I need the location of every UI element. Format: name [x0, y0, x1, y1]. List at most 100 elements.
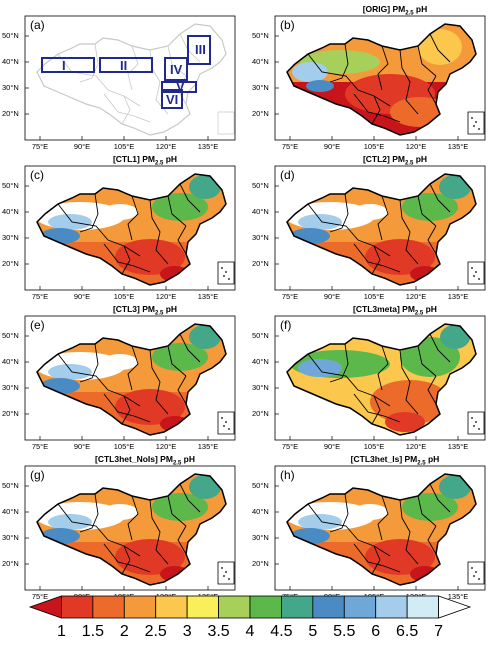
lat-tick-label: 40°N — [252, 57, 269, 66]
lon-tick-label: 120°E — [155, 442, 177, 451]
map-frame — [274, 465, 486, 591]
lat-tick-label: 20°N — [2, 259, 19, 268]
map-frame — [24, 165, 236, 291]
panel-title: [CTL3meta] PM2.5 pH — [353, 304, 437, 317]
colorbar-max-arrow — [438, 595, 472, 619]
lat-tick-label: 30°N — [2, 533, 19, 542]
lon-tick-label: 135°E — [197, 142, 219, 151]
panel-label: (b) — [280, 18, 295, 32]
lon-tick-label: 75°E — [281, 292, 299, 301]
lon-tick-label: 105°E — [363, 442, 385, 451]
colorbar — [28, 595, 472, 619]
lon-tick-label: 90°E — [73, 142, 91, 151]
lon-tick-label: 105°E — [113, 442, 135, 451]
lat-tick-label: 50°N — [252, 331, 269, 340]
panel-title: [CTL3het_NoIs] PM2.5 pH — [95, 454, 195, 467]
lat-tick-label: 40°N — [2, 207, 19, 216]
region-label: IV — [170, 62, 183, 77]
lat-tick-label: 30°N — [252, 233, 269, 242]
colorbar-tick-label: 6 — [371, 623, 381, 640]
map-panel-a: I II III IV V VI (a) 50°N 40°N 30°N 20°N 75°E 90°E 10… — [0, 2, 250, 152]
lon-tick-label: 135°E — [447, 592, 469, 601]
lat-tick-label: 40°N — [2, 357, 19, 366]
colorbar-tick-label: 1.5 — [81, 623, 104, 640]
lat-tick-label: 40°N — [252, 507, 269, 516]
panel-label: (d) — [280, 168, 295, 182]
region-label: V — [176, 79, 185, 94]
lon-tick-label: 120°E — [155, 142, 177, 151]
lat-tick-label: 50°N — [252, 481, 269, 490]
colorbar-segment — [281, 595, 314, 619]
panel-label: (h) — [280, 468, 295, 482]
lat-tick-label: 30°N — [2, 233, 19, 242]
region-label: III — [195, 42, 206, 57]
colorbar-tick-label: 1 — [56, 623, 66, 640]
panel-title: [CTL3het_Is] PM2.5 pH — [350, 454, 440, 467]
colorbar-tick-label: 4.5 — [270, 623, 293, 640]
lat-tick-label: 30°N — [2, 383, 19, 392]
lon-tick-label: 90°E — [323, 292, 341, 301]
panel-label: (c) — [30, 168, 44, 182]
colorbar-tick-label: 7 — [434, 623, 444, 640]
colorbar-tick-label: 5.5 — [333, 623, 356, 640]
lat-tick-label: 30°N — [252, 533, 269, 542]
panel-label: (a) — [30, 18, 45, 32]
panel-title: [CTL1] PM2.5 pH — [112, 154, 178, 167]
lat-tick-label: 20°N — [2, 559, 19, 568]
region-box-IV — [164, 57, 188, 81]
panel-title: [CTL2] PM2.5 pH — [362, 154, 428, 167]
panel-label: (e) — [30, 318, 45, 332]
lat-tick-label: 20°N — [252, 409, 269, 418]
lon-tick-label: 120°E — [405, 292, 427, 301]
map-frame — [24, 315, 236, 441]
region-box-III — [187, 35, 211, 65]
colorbar-segment — [375, 595, 408, 619]
lat-tick-label: 40°N — [2, 57, 19, 66]
region-box-V — [161, 81, 197, 93]
map-panel-b: [ORIG] PM2.5 pH (b) 50°N 40°N 30°N 20°N 75°E 90… — [250, 2, 500, 152]
lon-tick-label: 90°E — [73, 442, 91, 451]
colorbar-tick-label: 6.5 — [396, 623, 419, 640]
panel-label: (g) — [30, 468, 45, 482]
colorbar-segment — [61, 595, 94, 619]
colorbar-segment — [312, 595, 345, 619]
map-frame — [24, 465, 236, 591]
panel-label: (f) — [280, 318, 292, 332]
colorbar-segment — [186, 595, 219, 619]
lon-tick-label: 90°E — [323, 442, 341, 451]
lon-tick-label: 135°E — [447, 292, 469, 301]
lon-tick-label: 105°E — [363, 142, 385, 151]
region-label: II — [120, 58, 127, 73]
lon-tick-label: 75°E — [31, 142, 49, 151]
colorbar-tick-label: 2 — [119, 623, 129, 640]
map-panel-g: [CTL3het_NoIs] PM2.5 pH (g) 50°N 40°N 30°N 20… — [0, 452, 250, 602]
lon-tick-label: 120°E — [405, 442, 427, 451]
map-panel-f: [CTL3meta] PM2.5 pH (f) 50°N 40°N 30°N 20°N 75… — [250, 302, 500, 452]
colorbar-segment — [92, 595, 125, 619]
lon-tick-label: 75°E — [281, 442, 299, 451]
lat-tick-label: 50°N — [2, 31, 19, 40]
lat-tick-label: 50°N — [2, 331, 19, 340]
map-panel-d: [CTL2] PM2.5 pH (d) 50°N 40°N 30°N 20°N 75°E 90… — [250, 152, 500, 302]
lat-tick-label: 50°N — [2, 181, 19, 190]
colorbar-tick-label: 5 — [308, 623, 318, 640]
lon-tick-label: 75°E — [31, 592, 49, 601]
lat-tick-label: 50°N — [252, 181, 269, 190]
panel-title: [ORIG] PM2.5 pH — [362, 4, 428, 17]
region-label: VI — [166, 92, 178, 107]
lon-tick-label: 75°E — [31, 442, 49, 451]
map-panel-e: [CTL3] PM2.5 pH (e) 50°N 40°N 30°N 20°N 75°E 90… — [0, 302, 250, 452]
colorbar-min-arrow — [28, 595, 62, 619]
lon-tick-label: 135°E — [197, 292, 219, 301]
colorbar-tick-label: 2.5 — [144, 623, 167, 640]
lon-tick-label: 135°E — [197, 442, 219, 451]
region-box-II — [99, 57, 153, 73]
lon-tick-label: 105°E — [113, 292, 135, 301]
region-box-VI — [161, 89, 183, 109]
map-frame — [274, 315, 486, 441]
colorbar-tick-label: 3.5 — [207, 623, 230, 640]
lat-tick-label: 40°N — [252, 207, 269, 216]
map-panel-h: [CTL3het_Is] PM2.5 pH (h) 50°N 40°N 30°N 20°N… — [250, 452, 500, 602]
colorbar-segment — [249, 595, 282, 619]
